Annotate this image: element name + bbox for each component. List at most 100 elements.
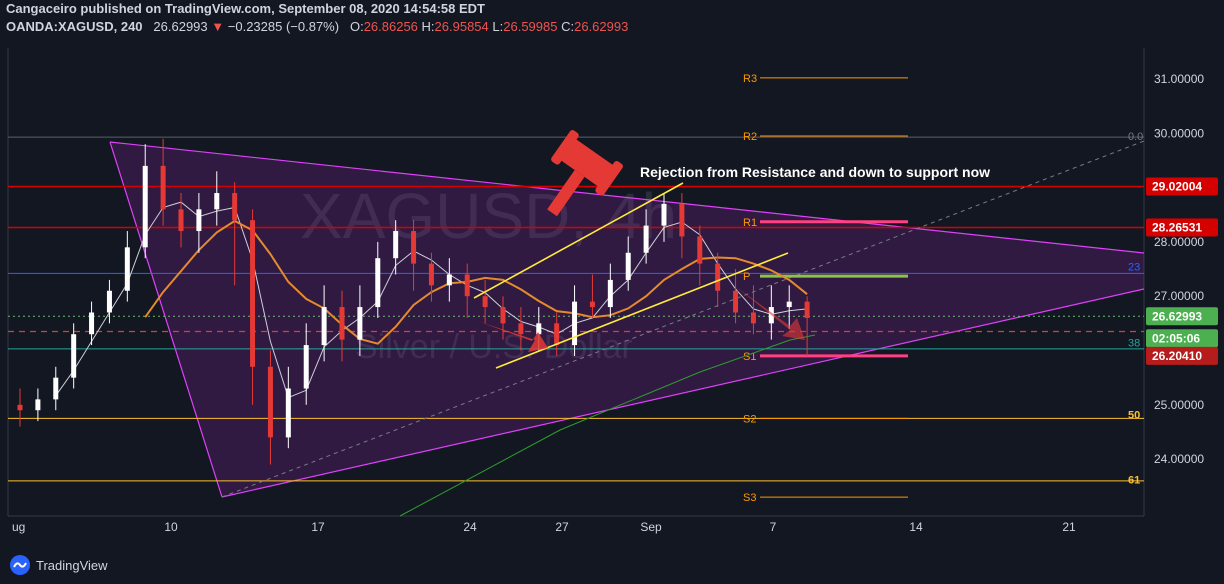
channel-lower-line [495,252,789,369]
candle-body [357,307,363,340]
symbol-info: OANDA:XAGUSD, 240 26.62993 ▼ −0.23285 (−… [6,18,1216,36]
candle-body [106,290,112,313]
candle-body [464,274,470,297]
candle-body [500,307,506,324]
price-tag-bg [1146,218,1218,237]
candle-body [53,377,59,400]
y-tick-label: 25.00000 [1154,398,1204,412]
candle-body [142,165,148,248]
candle-body [697,236,703,264]
x-tick-label: Sep [640,520,662,534]
price-tag-bg [1146,177,1218,196]
candle-body [572,301,578,346]
candle-body [250,220,256,367]
high-label: H: [421,19,435,34]
candle-body [536,323,542,335]
close-label: C: [561,19,575,34]
price-tag-bg [1146,307,1218,326]
close-value: 26.62993 [574,19,629,34]
candle-body [679,203,685,237]
candle-body [768,307,774,324]
candle-body [267,366,273,438]
x-tick-label: 14 [909,520,923,534]
triangle-fill [110,142,1144,497]
candle-body [303,345,309,389]
candle-body [446,274,452,286]
candle-body [124,247,130,291]
candle-body [89,312,95,335]
publish-line: Cangaceiro published on TradingView.com,… [6,1,485,16]
low-label: L: [492,19,504,34]
candle-body [160,165,166,210]
price-tag-bg [1146,346,1218,365]
candle-body [482,296,488,308]
candle-body [750,312,756,324]
pivot-s1-label: S1 [743,351,756,363]
x-tick-label: 7 [770,520,777,534]
candle-body [17,404,23,411]
pivot-r3-label: R3 [743,73,757,85]
resistance-arrow-mark [735,286,805,340]
triangle-upper-line [109,141,1145,254]
x-tick-label: 10 [164,520,178,534]
low-value: 26.59985 [503,19,558,34]
candle-body [196,209,202,232]
candle-body [214,193,220,210]
candle-body [411,231,417,264]
high-value: 26.95854 [434,19,489,34]
fib-label: 38 [1128,337,1140,349]
chart-annotation: Rejection from Resistance and down to su… [640,164,990,180]
x-tick-label: 27 [555,520,569,534]
candle-body [589,301,595,308]
price-tag-label: 26.20410 [1152,349,1202,363]
watermark-symbol: XAGUSD, 4h [300,180,677,252]
pivot-s3-label: S3 [743,492,756,504]
publish-info: Cangaceiro published on TradingView.com,… [6,0,1216,18]
candle-body [375,258,381,308]
y-tick-label: 24.00000 [1154,452,1204,466]
symbol-label: OANDA:XAGUSD, 240 [6,19,143,34]
candle-body [393,231,399,259]
pivot-s2-label: S2 [743,413,756,425]
candle-body [715,263,721,291]
fib-label: 23 [1128,261,1140,273]
price-tag-label: 02:05:06 [1152,331,1200,345]
price-tag-label: 26.62993 [1152,309,1202,323]
candle-body [518,323,524,335]
candle-body [285,388,291,438]
x-tick-label: ug [12,520,25,534]
candle-body [661,203,667,226]
footer-brand[interactable]: TradingView [10,555,108,575]
candle-body [786,301,792,308]
channel-upper-line [473,182,684,299]
x-tick-label: 21 [1062,520,1076,534]
pivot-r1-label: R1 [743,217,757,229]
candle-body [643,225,649,253]
chart-header: Cangaceiro published on TradingView.com,… [6,0,1216,46]
x-tick-label: 17 [311,520,325,534]
candle-body [339,307,345,340]
pivot-p-label: P [743,271,750,283]
pivot-r2-label: R2 [743,131,757,143]
y-tick-label: 27.00000 [1154,289,1204,303]
y-tick-label: 30.00000 [1154,126,1204,140]
candle-body [804,301,810,318]
watermark-name: Silver / U.S. Dollar [355,328,633,366]
candle-body [607,279,613,308]
x-tick-label: 24 [463,520,477,534]
candle-body [733,290,739,313]
y-tick-label: 31.00000 [1154,72,1204,86]
down-arrow-mark [480,322,548,352]
last-price: 26.62993 [153,19,208,34]
open-value: 26.86256 [363,19,418,34]
candle-body [554,323,560,346]
gavel-icon [547,130,623,217]
candle-body [321,307,327,346]
candle-body [428,263,434,286]
down-arrow-icon: ▼ [211,19,225,34]
fib-label: 0.0 [1128,131,1143,143]
triangle-lower-line [221,288,1145,498]
candle-body [232,193,238,221]
price-tag-label: 29.02004 [1152,180,1202,194]
